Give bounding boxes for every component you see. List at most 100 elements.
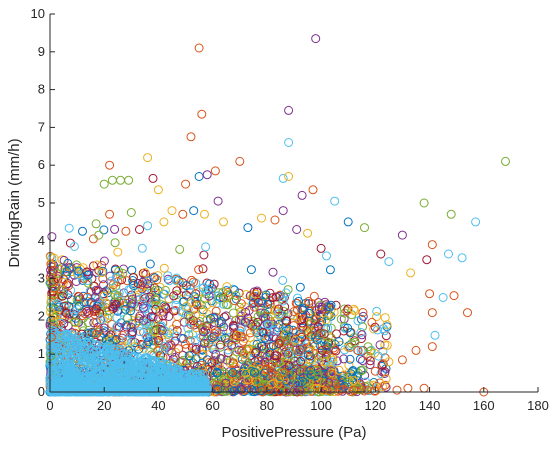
y-tick-label: 0 [38, 384, 45, 399]
y-tick-label: 5 [38, 195, 45, 210]
data-point [219, 322, 229, 332]
data-point [313, 369, 323, 379]
data-point [215, 340, 225, 350]
data-point [353, 316, 363, 326]
x-tick-label: 40 [151, 398, 165, 413]
data-point [236, 385, 246, 395]
data-point [290, 356, 300, 366]
data-point [311, 353, 321, 363]
data-point [189, 206, 199, 216]
data-point [316, 243, 326, 253]
data-point [314, 308, 324, 318]
data-point [64, 385, 74, 395]
data-point [220, 312, 229, 322]
data-point [221, 293, 231, 303]
data-point [59, 277, 69, 287]
data-point [336, 314, 346, 324]
x-tick-label: 80 [260, 398, 274, 413]
data-point [343, 217, 353, 227]
y-tick-label: 1 [38, 346, 45, 361]
data-point [213, 384, 223, 394]
data-point [250, 367, 259, 377]
data-point [221, 300, 231, 310]
data-point [194, 43, 204, 53]
data-point [376, 249, 386, 259]
data-point [240, 317, 250, 327]
data-point [57, 291, 67, 301]
data-point [222, 282, 232, 292]
data-point [220, 333, 230, 343]
data-point [249, 302, 259, 312]
data-point [216, 317, 226, 326]
data-point [151, 295, 161, 305]
data-point [243, 223, 253, 233]
data-point [181, 281, 191, 291]
data-point [356, 346, 366, 355]
data-point [303, 228, 313, 238]
data-point [172, 319, 182, 329]
data-point [228, 323, 238, 333]
data-point [262, 319, 272, 329]
data-point [124, 285, 134, 295]
data-point [274, 309, 284, 319]
data-point [141, 318, 151, 328]
data-point [175, 244, 185, 254]
data-point [270, 215, 280, 225]
data-point [72, 375, 82, 385]
data-point [345, 328, 355, 338]
y-tick-label: 2 [38, 308, 45, 323]
data-point [172, 286, 182, 296]
data-point [197, 358, 207, 368]
data-point [186, 355, 196, 365]
data-point [240, 385, 250, 395]
data-point [99, 291, 109, 301]
data-point [270, 326, 280, 335]
data-point [112, 313, 122, 323]
data-point [335, 385, 345, 395]
data-point [116, 175, 125, 185]
data-point [295, 282, 305, 292]
data-point [178, 209, 188, 219]
data-point [138, 303, 148, 313]
data-point [205, 279, 215, 289]
data-point [317, 302, 327, 312]
data-point [160, 341, 170, 351]
data-point [321, 345, 331, 354]
data-point [245, 333, 255, 343]
data-point [91, 285, 101, 295]
data-point [134, 295, 144, 305]
data-point [198, 283, 208, 293]
data-point [151, 304, 161, 314]
data-point [156, 307, 166, 317]
data-point [252, 328, 262, 338]
data-point [199, 338, 209, 348]
data-point [114, 288, 124, 298]
data-point [46, 372, 56, 382]
data-point [257, 213, 266, 223]
data-point [46, 359, 56, 368]
data-point [94, 230, 104, 240]
data-point [143, 221, 153, 231]
data-point [78, 360, 88, 370]
data-point [305, 351, 315, 361]
data-point [72, 339, 82, 349]
data-point [91, 329, 101, 339]
data-point [50, 283, 60, 293]
x-tick-label: 160 [473, 398, 495, 413]
data-point [318, 385, 328, 395]
data-point [77, 329, 87, 339]
data-point [65, 309, 75, 319]
data-point [99, 323, 109, 333]
data-point [191, 310, 201, 320]
data-point [72, 295, 82, 305]
data-point [349, 304, 359, 314]
data-point [422, 255, 432, 265]
data-point [143, 153, 153, 163]
data-point [138, 292, 148, 302]
data-point [268, 267, 278, 277]
data-point [199, 327, 209, 337]
x-tick-label: 180 [527, 398, 549, 413]
data-point [181, 179, 191, 189]
data-point [143, 337, 153, 347]
data-point [89, 281, 99, 291]
